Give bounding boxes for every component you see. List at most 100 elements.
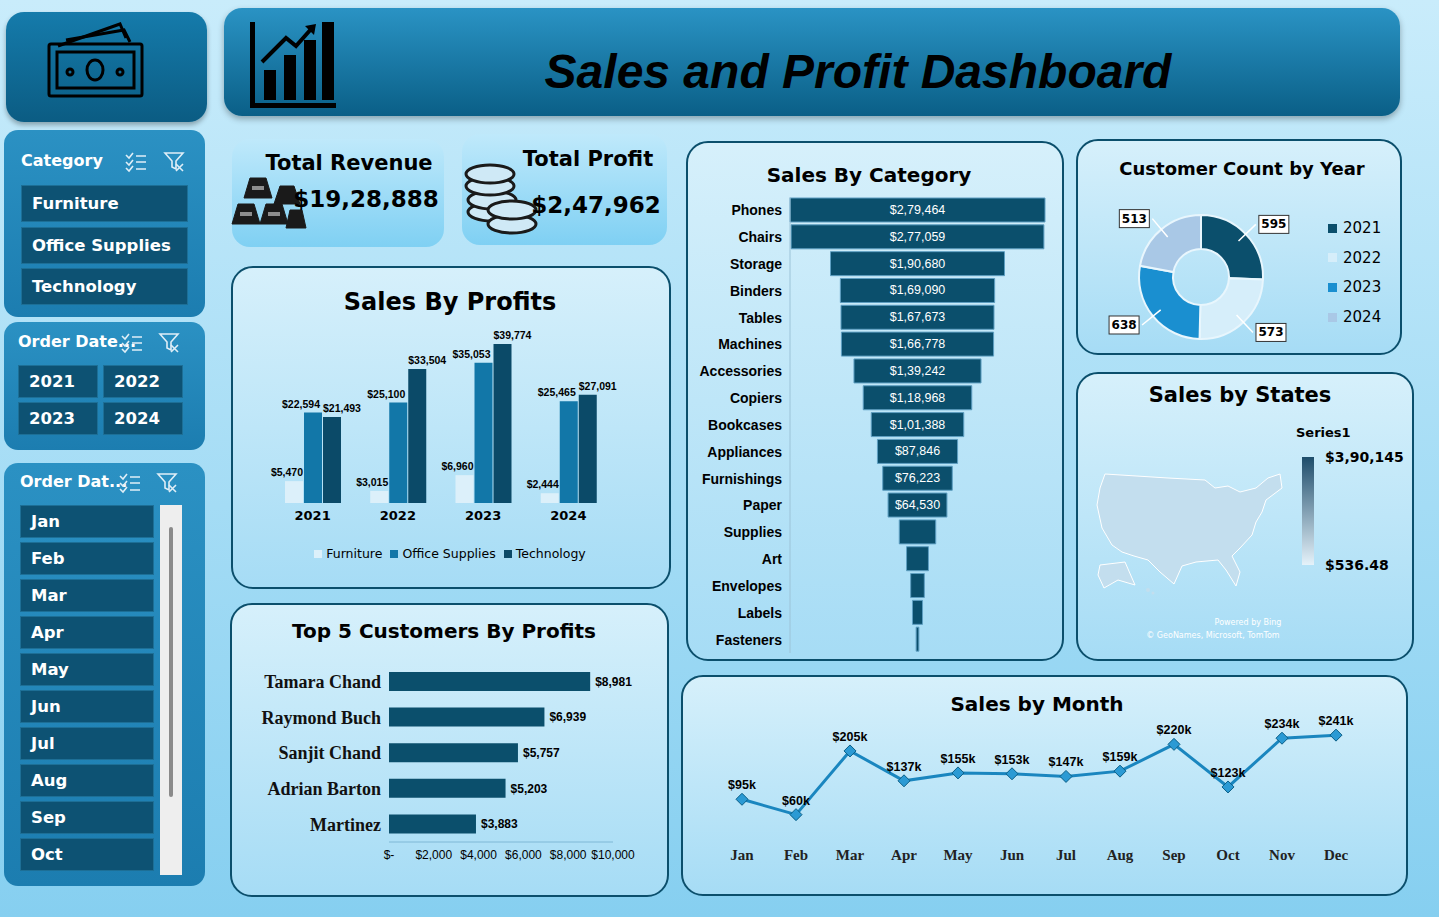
svg-text:Feb: Feb [784,847,808,863]
svg-text:2021: 2021 [295,508,331,523]
svg-text:$241k: $241k [1319,714,1354,728]
svg-text:Paper: Paper [743,497,782,513]
svg-text:Storage: Storage [730,256,782,272]
svg-text:Machines: Machines [718,336,782,352]
svg-text:$22,594: $22,594 [282,398,320,410]
svg-text:Oct: Oct [1216,847,1239,863]
svg-text:$3,883: $3,883 [481,817,518,831]
svg-text:$25,465: $25,465 [538,386,576,398]
html-text:Total Profit: Total Profit [522,146,654,171]
svg-text:595: 595 [1261,217,1286,231]
svg-text:$1,66,778: $1,66,778 [890,337,946,351]
svg-text:$6,939: $6,939 [549,710,586,724]
svg-text:$1,90,680: $1,90,680 [890,257,946,271]
html-text:Total Revenue: Total Revenue [265,150,433,175]
svg-text:$-: $- [384,848,395,862]
svg-text:Jun: Jun [1000,847,1025,863]
svg-text:$2,000: $2,000 [415,848,452,862]
svg-text:Chairs: Chairs [738,229,782,245]
svg-text:$205k: $205k [833,730,868,744]
html-text:$2,47,962: $2,47,962 [531,191,661,218]
svg-text:$21,493: $21,493 [323,402,361,414]
svg-text:$95k: $95k [728,778,756,792]
svg-text:Art: Art [762,551,783,567]
svg-text:Jan: Jan [730,847,754,863]
html-text:Sales by Month: Sales by Month [950,691,1124,716]
svg-text:573: 573 [1258,325,1283,339]
svg-text:May: May [943,847,973,863]
svg-text:$1,01,388: $1,01,388 [890,418,946,432]
svg-text:$27,091: $27,091 [579,380,617,392]
svg-text:$87,846: $87,846 [895,444,940,458]
html-text:Sales By Profits: Sales By Profits [343,288,557,317]
svg-text:$6,960: $6,960 [441,460,473,472]
svg-text:Fasteners: Fasteners [716,632,782,648]
svg-text:2023: 2023 [465,508,501,523]
svg-text:Tables: Tables [739,310,783,326]
svg-text:Raymond Buch: Raymond Buch [261,708,381,728]
svg-text:$5,757: $5,757 [523,746,560,760]
svg-text:$3,015: $3,015 [356,476,388,488]
svg-text:$2,77,059: $2,77,059 [890,230,946,244]
svg-text:$1,39,242: $1,39,242 [890,364,946,378]
svg-text:$234k: $234k [1265,717,1300,731]
html-text:$19,28,888: $19,28,888 [293,185,439,212]
svg-text:638: 638 [1112,318,1137,332]
svg-text:Dec: Dec [1324,847,1348,863]
svg-text:$159k: $159k [1103,750,1138,764]
svg-text:Labels: Labels [738,605,783,621]
svg-text:$220k: $220k [1157,723,1192,737]
html-text:Sales by States: Sales by States [1148,382,1332,407]
svg-text:$4,000: $4,000 [460,848,497,862]
svg-text:Tamara Chand: Tamara Chand [264,672,381,692]
svg-text:$123k: $123k [1211,766,1246,780]
svg-text:$5,203: $5,203 [511,782,548,796]
svg-text:$1,67,673: $1,67,673 [890,310,946,324]
svg-text:$5,470: $5,470 [271,466,303,478]
svg-text:Supplies: Supplies [724,524,783,540]
svg-text:$147k: $147k [1049,755,1084,769]
svg-text:$64,530: $64,530 [895,498,940,512]
svg-text:$33,504: $33,504 [408,354,446,366]
svg-text:$8,981: $8,981 [595,675,632,689]
svg-text:Sanjit Chand: Sanjit Chand [278,743,381,763]
svg-text:Nov: Nov [1269,847,1295,863]
svg-text:Aug: Aug [1107,847,1134,863]
svg-text:2024: 2024 [550,508,586,523]
svg-text:$1,69,090: $1,69,090 [890,283,946,297]
html-text:Customer Count by Year: Customer Count by Year [1119,157,1365,179]
svg-text:Furnishings: Furnishings [702,471,782,487]
svg-text:Binders: Binders [730,283,782,299]
svg-text:$6,000: $6,000 [505,848,542,862]
svg-text:$2,79,464: $2,79,464 [890,203,946,217]
html-text:Top 5 Customers By Profits: Top 5 Customers By Profits [292,618,596,643]
svg-text:$25,100: $25,100 [367,388,405,400]
svg-text:$60k: $60k [782,794,810,808]
svg-text:Apr: Apr [891,847,917,863]
svg-text:513: 513 [1122,212,1147,226]
svg-text:Bookcases: Bookcases [708,417,782,433]
html-text:Sales By Category: Sales By Category [766,162,972,187]
svg-text:$39,774: $39,774 [494,329,532,341]
svg-text:$137k: $137k [887,760,922,774]
svg-text:$8,000: $8,000 [550,848,587,862]
svg-text:Adrian Barton: Adrian Barton [267,779,381,799]
html-text:Sales and Profit Dashboard: Sales and Profit Dashboard [544,45,1172,99]
svg-text:Sep: Sep [1162,847,1185,863]
svg-text:Phones: Phones [731,202,782,218]
svg-text:$153k: $153k [995,753,1030,767]
svg-text:$76,223: $76,223 [895,471,940,485]
svg-text:$155k: $155k [941,752,976,766]
svg-text:$1,18,968: $1,18,968 [890,391,946,405]
svg-text:Mar: Mar [836,847,865,863]
svg-text:$2,444: $2,444 [527,478,559,490]
svg-text:Envelopes: Envelopes [712,578,782,594]
svg-text:Jul: Jul [1056,847,1076,863]
svg-text:Copiers: Copiers [730,390,782,406]
svg-text:$10,000: $10,000 [591,848,635,862]
svg-text:Accessories: Accessories [699,363,782,379]
svg-text:Martinez: Martinez [310,815,381,835]
svg-text:$35,053: $35,053 [453,348,491,360]
svg-text:2022: 2022 [380,508,416,523]
svg-text:Appliances: Appliances [707,444,782,460]
